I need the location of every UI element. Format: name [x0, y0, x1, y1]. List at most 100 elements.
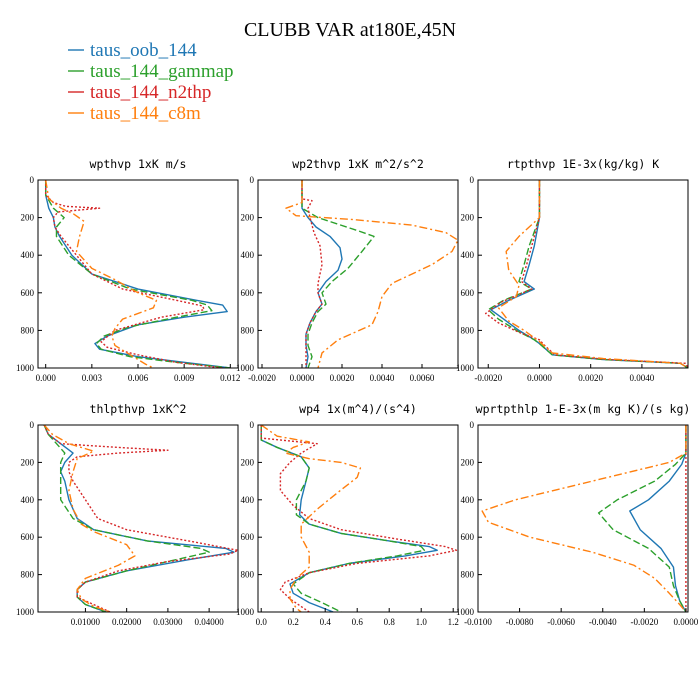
- x-tick-label: 0.0000: [290, 373, 315, 383]
- y-tick-label: 800: [461, 570, 475, 580]
- legend-label-taus_oob_144: taus_oob_144: [90, 40, 197, 61]
- x-tick-label: -0.0080: [506, 617, 534, 627]
- x-tick-label: 0.0040: [370, 373, 395, 383]
- plot-frame: [477, 179, 689, 369]
- legend-label-taus_144_c8m: taus_144_c8m: [90, 103, 201, 124]
- y-tick-label: 200: [461, 457, 475, 467]
- panel-title: wp2thvp 1xK m^2/s^2: [292, 157, 424, 171]
- x-tick-label: 0.0000: [527, 373, 552, 383]
- panel-2: wp2thvp 1xK m^2/s^2 0 200 400 600 800 1000-0.0…: [236, 157, 459, 383]
- y-tick-label: 600: [241, 532, 255, 542]
- y-tick-label: 800: [21, 570, 35, 580]
- series-line-taus_144_n2thp: [301, 180, 323, 368]
- legend: taus_oob_144taus_144_gammaptaus_144_n2th…: [68, 40, 234, 124]
- x-tick-label: 1.0: [416, 617, 428, 627]
- y-tick-label: 400: [241, 250, 255, 260]
- y-tick-label: 600: [21, 288, 35, 298]
- plot-frame: [257, 424, 459, 613]
- series-line-taus_144_n2thp: [44, 180, 223, 368]
- series-line-taus_144_n2thp: [484, 180, 688, 368]
- series-line-taus_oob_144: [490, 180, 688, 368]
- x-tick-label: -0.0040: [589, 617, 617, 627]
- x-tick-label: 0.012: [220, 373, 240, 383]
- panel-title: rtpthvp 1E-3x(kg/kg) K: [507, 157, 659, 171]
- series-line-taus_144_gammap: [597, 425, 687, 612]
- y-tick-label: 200: [241, 457, 255, 467]
- series-line-taus_oob_144: [629, 425, 687, 612]
- y-tick-label: 1000: [16, 607, 35, 617]
- y-tick-label: 400: [241, 495, 255, 505]
- y-tick-label: 1000: [236, 363, 255, 373]
- y-tick-label: 1000: [236, 607, 255, 617]
- x-tick-label: 0.0000: [674, 617, 699, 627]
- panel-3: rtpthvp 1E-3x(kg/kg) K 0 200 400 600 800 1000-…: [456, 157, 689, 383]
- y-tick-label: 0: [30, 420, 35, 430]
- series-line-taus_144_gammap: [487, 180, 688, 368]
- y-tick-label: 1000: [16, 363, 35, 373]
- y-tick-label: 800: [461, 325, 475, 335]
- panel-4: thlpthvp 1xK^2 0 200 400 600 800 1000 0.01000 0.…: [16, 402, 239, 627]
- x-tick-label: -0.0020: [474, 373, 502, 383]
- y-tick-label: 600: [461, 532, 475, 542]
- y-tick-label: 600: [461, 288, 475, 298]
- y-tick-label: 1000: [456, 607, 475, 617]
- x-tick-label: 0.0020: [578, 373, 603, 383]
- x-tick-label: -0.0020: [248, 373, 276, 383]
- x-tick-label: 0.2: [288, 617, 299, 627]
- x-tick-label: 0.02000: [112, 617, 142, 627]
- x-tick-label: 1.2: [448, 617, 459, 627]
- legend-label-taus_144_n2thp: taus_144_n2thp: [90, 82, 211, 103]
- chart-title: CLUBB VAR at180E,45N: [244, 19, 456, 41]
- x-tick-label: 0.0040: [630, 373, 655, 383]
- x-tick-label: 0.0: [256, 617, 268, 627]
- y-tick-label: 400: [461, 495, 475, 505]
- y-tick-label: 200: [21, 213, 35, 223]
- x-tick-label: 0.4: [320, 617, 332, 627]
- series-line-taus_144_gammap: [301, 180, 375, 368]
- plot-frame: [477, 424, 689, 613]
- plot-frame: [37, 179, 239, 369]
- y-tick-label: 0: [250, 175, 255, 185]
- series-line-taus_oob_144: [301, 180, 343, 368]
- series-line-taus_144_gammap: [44, 180, 231, 368]
- x-tick-label: -0.0100: [464, 617, 492, 627]
- x-tick-label: 0.01000: [71, 617, 101, 627]
- series-line-taus_144_c8m: [260, 425, 362, 612]
- y-tick-label: 0: [250, 420, 255, 430]
- panel-title: thlpthvp 1xK^2: [90, 402, 187, 416]
- y-tick-label: 200: [21, 457, 35, 467]
- x-tick-label: -0.0020: [630, 617, 658, 627]
- series-line-taus_oob_144: [44, 180, 231, 368]
- panel-title: wp4 1x(m^4)/(s^4): [299, 402, 417, 416]
- y-tick-label: 400: [21, 250, 35, 260]
- y-tick-label: 0: [470, 420, 475, 430]
- legend-label-taus_144_gammap: taus_144_gammap: [90, 61, 234, 82]
- series-line-taus_144_c8m: [481, 425, 687, 612]
- y-tick-label: 0: [470, 175, 475, 185]
- x-tick-label: 0.000: [36, 373, 57, 383]
- y-tick-label: 800: [241, 325, 255, 335]
- y-tick-label: 800: [241, 570, 255, 580]
- panel-title: wpthvp 1xK m/s: [90, 157, 187, 171]
- y-tick-label: 600: [21, 532, 35, 542]
- x-tick-label: 0.0020: [330, 373, 355, 383]
- y-tick-label: 400: [21, 495, 35, 505]
- series-line-taus_144_c8m: [285, 180, 458, 368]
- y-tick-label: 400: [461, 250, 475, 260]
- plot-frame: [257, 179, 459, 369]
- y-tick-label: 600: [241, 288, 255, 298]
- y-tick-label: 1000: [456, 363, 475, 373]
- x-tick-label: 0.009: [174, 373, 195, 383]
- series-line-taus_144_c8m: [44, 180, 158, 368]
- x-tick-label: 0.006: [128, 373, 149, 383]
- x-tick-label: 0.0060: [410, 373, 435, 383]
- y-tick-label: 200: [461, 213, 475, 223]
- y-tick-label: 0: [30, 175, 35, 185]
- plot-frame: [37, 424, 239, 613]
- panel-6: wprtpthlp 1-E-3x(m kg K)/(s kg)0 200 400 60…: [456, 402, 699, 627]
- x-tick-label: 0.6: [352, 617, 364, 627]
